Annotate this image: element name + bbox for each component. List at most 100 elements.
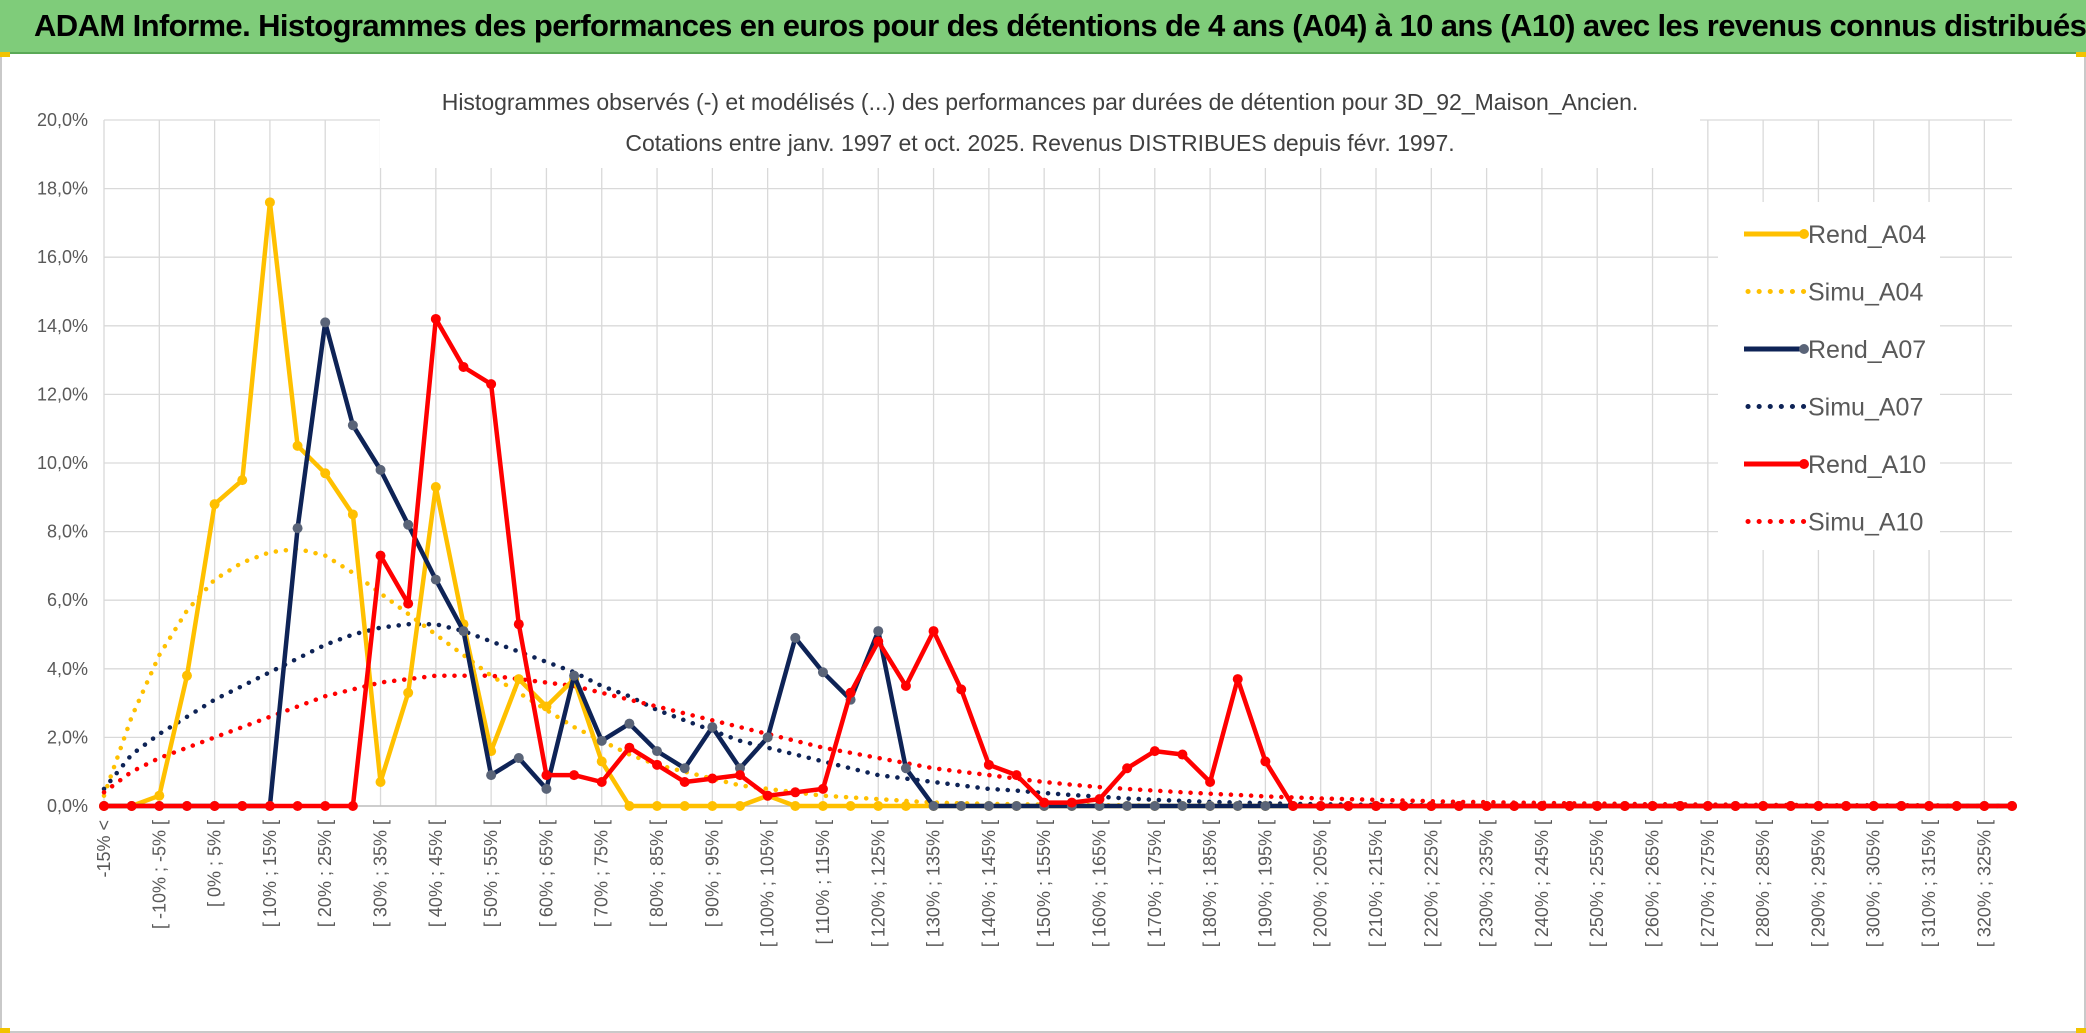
data-point bbox=[430, 482, 441, 493]
chart-subtitle: Cotations entre janv. 1997 et oct. 2025.… bbox=[625, 130, 1454, 156]
data-point bbox=[762, 732, 773, 743]
x-tick-label: [ 180% ; 185% [ bbox=[1200, 820, 1220, 947]
x-tick-label: [ 80% ; 85% [ bbox=[647, 820, 667, 927]
x-tick-label: [ 230% ; 235% [ bbox=[1477, 820, 1497, 947]
data-point bbox=[900, 680, 911, 691]
data-point bbox=[292, 523, 303, 534]
legend-label: Rend_A10 bbox=[1808, 451, 1926, 479]
corner-marker bbox=[2076, 1028, 2086, 1033]
data-point bbox=[817, 667, 828, 678]
banner-title: ADAM Informe. Histogrammes des performan… bbox=[34, 8, 2086, 43]
data-point bbox=[1177, 749, 1188, 760]
data-point bbox=[1564, 801, 1575, 811]
data-point bbox=[845, 687, 856, 698]
data-point bbox=[458, 626, 469, 637]
legend-label: Simu_A07 bbox=[1808, 394, 1923, 422]
data-point bbox=[541, 701, 552, 712]
data-point bbox=[264, 801, 275, 811]
data-point bbox=[1232, 674, 1243, 685]
data-point bbox=[486, 379, 497, 390]
legend-label: Simu_A04 bbox=[1808, 279, 1923, 307]
data-point bbox=[983, 759, 994, 770]
data-point bbox=[735, 763, 745, 774]
x-tick-label: [ 310% ; 315% [ bbox=[1919, 820, 1939, 947]
data-point bbox=[541, 783, 552, 794]
x-tick-label: [ 250% ; 255% [ bbox=[1587, 820, 1607, 947]
data-point bbox=[652, 746, 663, 757]
legend-marker bbox=[1799, 459, 1809, 469]
data-point bbox=[762, 790, 773, 801]
x-tick-label: [ 50% ; 55% [ bbox=[481, 820, 501, 927]
data-point bbox=[375, 550, 386, 561]
x-tick-label: -15% < bbox=[94, 820, 114, 878]
data-point bbox=[1896, 801, 1907, 811]
title-banner: ADAM Informe. Histogrammes des performan… bbox=[0, 0, 2086, 54]
data-point bbox=[1730, 801, 1741, 811]
data-point bbox=[1536, 801, 1547, 811]
x-tick-label: [ 240% ; 245% [ bbox=[1532, 820, 1552, 947]
y-axis: 0,0% 2,0% 4,0% 6,0% 8,0% 10,0% 12,0% 14,0% 16,0%… bbox=[37, 110, 88, 816]
data-point bbox=[154, 790, 165, 801]
data-point bbox=[1398, 801, 1409, 811]
data-point bbox=[1426, 801, 1437, 811]
data-point bbox=[679, 776, 690, 787]
data-point bbox=[1122, 763, 1133, 774]
data-point bbox=[237, 801, 248, 811]
data-point bbox=[735, 801, 745, 811]
corner-marker bbox=[0, 52, 10, 57]
data-point bbox=[790, 801, 801, 811]
series-line-simu-a07 bbox=[101, 621, 2015, 809]
x-axis: -15% < [ -10% ; -5% [[ 0% ; 5% [[ 10% ; 1… bbox=[94, 805, 2012, 947]
data-point bbox=[1481, 801, 1492, 811]
data-point bbox=[430, 574, 441, 585]
data-point bbox=[1619, 801, 1630, 811]
data-point bbox=[1647, 801, 1658, 811]
x-tick-label: [ 110% ; 115% [ bbox=[813, 820, 833, 944]
series-line-simu-a10 bbox=[101, 673, 2015, 808]
data-point bbox=[126, 801, 137, 811]
series-line-rend-a10 bbox=[104, 316, 2012, 809]
data-point bbox=[458, 361, 469, 372]
x-tick-label: [ 20% ; 25% [ bbox=[315, 820, 335, 927]
data-point bbox=[1094, 794, 1105, 805]
data-point bbox=[1315, 801, 1326, 811]
data-point bbox=[624, 801, 635, 811]
data-point bbox=[928, 626, 939, 637]
data-point bbox=[181, 670, 192, 681]
data-point bbox=[1205, 801, 1216, 811]
data-point bbox=[320, 317, 331, 328]
legend-marker bbox=[1799, 344, 1809, 354]
data-point bbox=[956, 684, 967, 695]
data-point bbox=[1453, 801, 1464, 811]
data-point bbox=[1260, 756, 1271, 767]
data-point bbox=[679, 801, 690, 811]
legend-label: Simu_A10 bbox=[1808, 509, 1923, 537]
data-point bbox=[209, 801, 220, 811]
x-tick-label: [ 260% ; 265% [ bbox=[1643, 820, 1663, 947]
series-group bbox=[99, 197, 2017, 811]
data-point bbox=[320, 468, 331, 479]
legend-marker bbox=[1799, 229, 1809, 239]
data-point bbox=[154, 801, 165, 811]
x-tick-label: [ 0% ; 5% [ bbox=[205, 820, 225, 907]
x-tick-label: [ 100% ; 105% [ bbox=[758, 820, 778, 947]
y-tick-label: 10,0% bbox=[37, 453, 88, 473]
x-tick-label: [ 190% ; 195% [ bbox=[1255, 820, 1275, 947]
x-tick-label: [ 290% ; 295% [ bbox=[1808, 820, 1828, 947]
data-point bbox=[1205, 776, 1216, 787]
data-point bbox=[1039, 797, 1050, 808]
x-tick-label: [ 60% ; 65% [ bbox=[536, 820, 556, 927]
corner-marker bbox=[0, 1028, 10, 1033]
y-tick-label: 8,0% bbox=[47, 522, 88, 542]
data-point bbox=[237, 475, 248, 486]
data-point bbox=[1841, 801, 1852, 811]
x-tick-label: [ 200% ; 205% [ bbox=[1311, 820, 1331, 947]
y-tick-label: 6,0% bbox=[47, 590, 88, 610]
x-tick-label: [ 120% ; 125% [ bbox=[868, 820, 888, 947]
y-tick-label: 18,0% bbox=[37, 179, 88, 199]
x-tick-label: [ 220% ; 225% [ bbox=[1421, 820, 1441, 947]
data-point bbox=[956, 801, 967, 811]
legend-label: Rend_A07 bbox=[1808, 336, 1926, 364]
x-tick-label: [ 270% ; 275% [ bbox=[1698, 820, 1718, 947]
data-point bbox=[735, 770, 745, 781]
